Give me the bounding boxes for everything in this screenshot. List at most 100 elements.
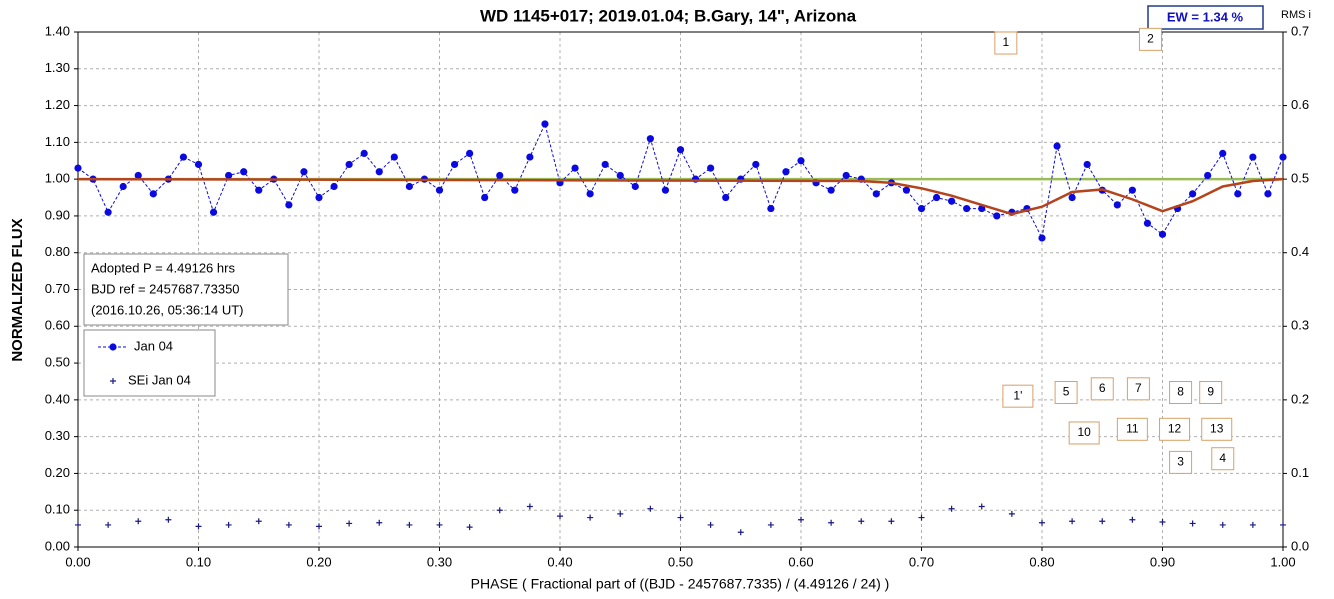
annotation-box (1211, 447, 1235, 471)
point (315, 193, 323, 202)
point (526, 153, 534, 161)
plus-point (1008, 510, 1015, 517)
x-tick-label: 0.60 (788, 554, 813, 569)
y2-tick-label: 0.1 (1291, 465, 1309, 480)
point (225, 171, 233, 180)
point (782, 168, 790, 176)
plus-point (707, 521, 714, 528)
point (707, 164, 715, 172)
x-tick-label: 0.10 (186, 554, 211, 569)
plus-point (75, 521, 81, 528)
plus-point (587, 514, 594, 521)
annotation-box (994, 31, 1018, 55)
plus-point (828, 519, 835, 526)
plus-point (1249, 521, 1256, 528)
x-tick-label: 0.90 (1150, 554, 1175, 569)
x-tick-label: 0.50 (668, 554, 693, 569)
point (74, 164, 82, 172)
plus-point (798, 516, 804, 523)
annotation-box (1169, 450, 1193, 474)
plus-point (466, 524, 473, 531)
point (481, 193, 489, 202)
ew-label: EW = 1.34 % (1167, 9, 1244, 24)
point (1279, 153, 1287, 161)
y-tick-label: 0.60 (45, 318, 70, 333)
plus-point (436, 521, 443, 528)
y2-tick-label: 0.0 (1291, 538, 1309, 553)
annotation: 12 (1168, 421, 1182, 435)
point (450, 160, 459, 169)
x-tick-label: 0.30 (427, 554, 452, 569)
point (119, 182, 127, 191)
info-box (83, 253, 289, 326)
plus-point (135, 518, 142, 525)
annotation-box (1138, 27, 1162, 51)
plus-point (316, 523, 322, 530)
legend-label: SEi Jan 04 (128, 372, 191, 387)
point (963, 204, 971, 213)
annotation: 1 (1003, 35, 1010, 49)
y-tick-label: 0.70 (45, 281, 70, 296)
point (752, 160, 760, 169)
point (496, 171, 504, 180)
x-tick-label: 0.20 (306, 554, 331, 569)
annotation: 10 (1077, 425, 1091, 439)
y-tick-label: 1.20 (45, 97, 70, 112)
annotation-box (1199, 381, 1223, 404)
point (541, 120, 549, 128)
annotation-box (1169, 381, 1193, 404)
point (1234, 190, 1242, 198)
point (676, 146, 685, 154)
point (646, 135, 654, 143)
point (330, 182, 338, 191)
legend-box (83, 329, 216, 397)
point (767, 204, 775, 213)
plus-point (285, 521, 292, 528)
plus-point (225, 521, 232, 528)
plot-frame (77, 31, 1284, 548)
info-line: (2016.10.26, 05:36:14 UT) (91, 302, 244, 317)
annotation: 1' (1013, 388, 1022, 402)
plus-point (677, 514, 684, 521)
point (993, 212, 1001, 220)
plus-point (105, 521, 112, 528)
point (149, 190, 157, 198)
point (1053, 142, 1061, 150)
annotation-box (1126, 377, 1150, 401)
point (661, 186, 670, 194)
annotation: 8 (1177, 385, 1184, 399)
point (1249, 153, 1257, 161)
point (827, 186, 835, 194)
point (345, 160, 353, 169)
x-tick-label: 1.00 (1270, 554, 1295, 569)
info-line: Adopted P = 4.49126 hrs (91, 260, 235, 275)
ew-box (1147, 5, 1264, 30)
plus-point (858, 518, 865, 525)
plus-point (496, 507, 503, 514)
y-tick-label: 0.00 (45, 538, 70, 553)
y-tick-label: 0.40 (45, 391, 70, 406)
point (104, 208, 112, 216)
annotation: 4 (1219, 451, 1226, 465)
annotation: 9 (1207, 385, 1214, 399)
point (300, 168, 308, 176)
point (360, 149, 368, 157)
y-tick-label: 0.30 (45, 428, 70, 443)
y-tick-label: 1.30 (45, 60, 70, 75)
point (1128, 186, 1136, 194)
info-line: BJD ref = 2457687.73350 (91, 281, 240, 296)
x-tick-label: 0.80 (1029, 554, 1054, 569)
point (240, 168, 248, 176)
y-tick-label: 1.10 (45, 134, 70, 149)
point (872, 190, 880, 198)
x-axis-label: PHASE ( Fractional part of ((BJD - 24576… (471, 576, 890, 592)
plus-point (255, 518, 262, 525)
point (631, 182, 639, 191)
point (179, 153, 188, 161)
plus-point (526, 503, 533, 510)
annotation: 7 (1135, 381, 1142, 395)
y-tick-label: 0.80 (45, 244, 70, 259)
y2-tick-label: 0.5 (1291, 171, 1309, 186)
annotation-box (1068, 421, 1100, 445)
